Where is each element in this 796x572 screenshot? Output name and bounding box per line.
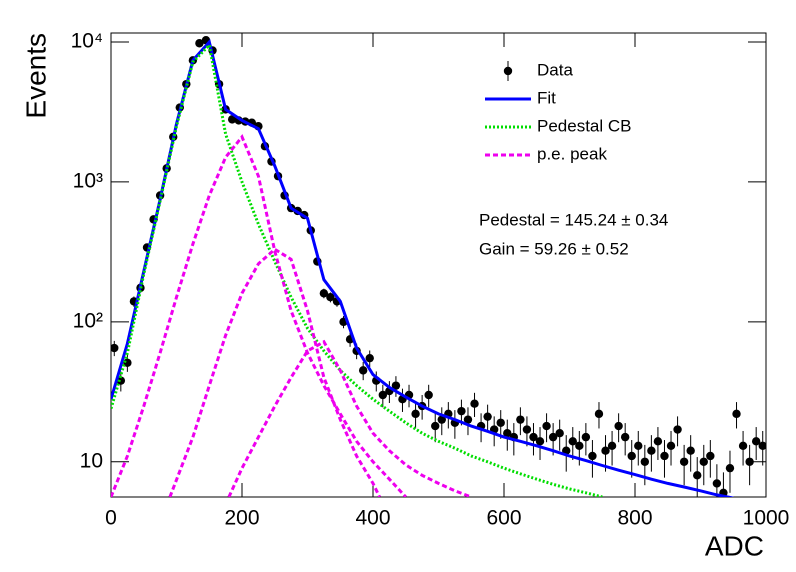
data-point <box>111 343 119 353</box>
data-point <box>424 390 433 400</box>
data-point <box>745 457 754 466</box>
data-point <box>496 418 505 427</box>
data-point <box>411 409 420 419</box>
curve <box>227 339 472 497</box>
data-point <box>568 437 577 446</box>
data-point <box>503 429 512 438</box>
data-point <box>437 415 446 424</box>
annotation: Gain = 59.26 ± 0.52 <box>479 239 629 258</box>
legend-entry: Pedestal CB <box>485 116 632 135</box>
legend-symbol <box>503 66 513 76</box>
data-point <box>529 432 538 442</box>
legend-entry: Data <box>503 60 573 81</box>
data-point <box>751 437 761 446</box>
data-point <box>463 415 473 424</box>
data-point <box>693 471 702 480</box>
data-point <box>588 451 597 461</box>
data-point <box>634 441 643 451</box>
data-point <box>738 441 748 451</box>
data-point <box>732 409 741 419</box>
data-point <box>358 366 368 375</box>
data-point <box>640 457 650 466</box>
data-point <box>555 429 564 438</box>
legend-label: Pedestal CB <box>537 116 632 135</box>
plot-frame <box>110 32 767 498</box>
data-point <box>116 376 126 385</box>
legend-entry: Fit <box>485 88 556 107</box>
data-point <box>542 421 551 431</box>
y-tick-label: 10 <box>80 449 103 472</box>
data-point <box>666 441 676 451</box>
y-tick-label: 10⁴ <box>71 30 103 53</box>
data-point <box>378 390 388 400</box>
data-point <box>548 432 558 442</box>
data-point <box>431 421 440 431</box>
legend-label: Data <box>537 60 573 79</box>
x-tick-label: 800 <box>617 507 652 530</box>
data-point <box>620 432 630 442</box>
curve <box>111 41 603 497</box>
data-point <box>195 39 204 48</box>
data-point <box>647 446 656 455</box>
data-point <box>653 437 663 446</box>
data-point <box>607 441 617 451</box>
x-tick-label: 1000 <box>743 507 790 530</box>
y-axis-label: Events <box>20 33 51 119</box>
data-point <box>614 421 623 431</box>
data-point <box>679 457 689 466</box>
legend-label: p.e. peak <box>537 144 607 163</box>
data-point <box>516 415 525 424</box>
data-point <box>706 451 715 461</box>
data-point <box>686 446 695 455</box>
data-point <box>365 353 374 363</box>
data-point <box>319 289 329 298</box>
x-tick-label: 200 <box>224 507 259 530</box>
data-point <box>627 451 636 461</box>
curve <box>111 133 407 497</box>
curve <box>168 247 381 497</box>
data-point <box>522 425 532 434</box>
x-tick-label: 600 <box>486 507 521 530</box>
y-tick-label: 10³ <box>73 169 103 192</box>
y-tick-label: 10² <box>73 309 103 332</box>
data-point <box>535 437 545 446</box>
data-point <box>483 412 492 421</box>
data-point <box>673 425 682 434</box>
annotation: Pedestal = 145.24 ± 0.34 <box>479 210 668 229</box>
plot-area <box>111 36 766 497</box>
data-point <box>758 441 766 451</box>
data-point <box>594 409 604 419</box>
data-point <box>326 293 335 302</box>
x-tick-label: 0 <box>105 507 117 530</box>
data-point <box>457 406 466 416</box>
x-axis-label: ADC <box>705 530 764 561</box>
data-point <box>470 399 479 408</box>
data-point <box>601 446 610 455</box>
data-point <box>391 381 401 390</box>
legend-label: Fit <box>537 88 556 107</box>
x-tick-label: 400 <box>355 507 390 530</box>
data-point <box>712 479 722 488</box>
data-point <box>575 441 584 451</box>
legend-entry: p.e. peak <box>485 144 607 163</box>
data-point <box>660 451 669 461</box>
data-point <box>725 463 735 473</box>
curve <box>111 38 734 497</box>
data-point <box>581 432 591 442</box>
data-point <box>699 457 708 466</box>
data-point <box>227 115 237 124</box>
